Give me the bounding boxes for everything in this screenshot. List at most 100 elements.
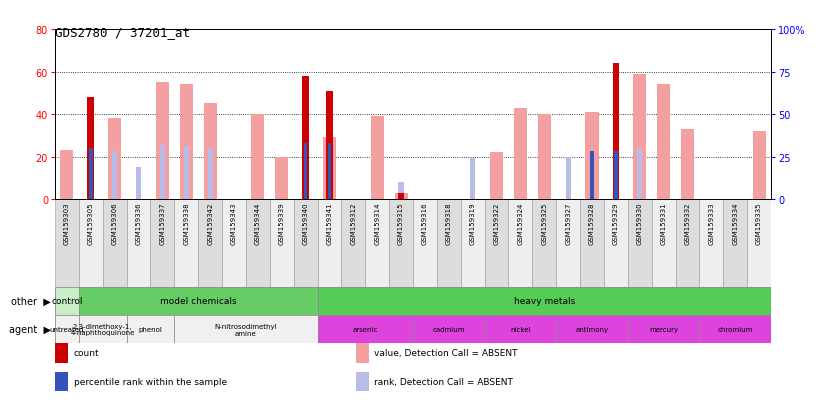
Text: model chemicals: model chemicals — [160, 297, 237, 306]
Bar — [203, 104, 217, 199]
Text: chromium: chromium — [717, 326, 753, 332]
Text: count: count — [73, 349, 100, 357]
Bar — [108, 119, 122, 199]
Bar — [633, 74, 646, 199]
Text: GSM159339: GSM159339 — [279, 202, 285, 244]
Text: other  ▶: other ▶ — [11, 296, 51, 306]
Text: GSM159331: GSM159331 — [661, 202, 667, 244]
Bar — [87, 98, 94, 199]
Bar — [538, 115, 551, 199]
Bar — [317, 199, 341, 287]
Text: untreated: untreated — [50, 326, 84, 332]
Bar — [752, 132, 765, 199]
Text: GSM159335: GSM159335 — [756, 202, 762, 244]
Bar — [326, 91, 333, 199]
Bar — [328, 144, 331, 199]
Bar — [628, 199, 652, 287]
Bar — [585, 113, 599, 199]
Text: percentile rank within the sample: percentile rank within the sample — [73, 377, 227, 386]
Bar — [79, 199, 103, 287]
Bar — [156, 83, 169, 199]
Text: cadmium: cadmium — [432, 326, 465, 332]
Text: GSM159332: GSM159332 — [685, 202, 690, 244]
Text: GSM159327: GSM159327 — [565, 202, 571, 244]
Text: GSM159303: GSM159303 — [64, 202, 70, 244]
Text: antimony: antimony — [575, 326, 609, 332]
Bar — [614, 172, 619, 199]
Text: GSM159324: GSM159324 — [517, 202, 523, 244]
Bar — [304, 144, 308, 199]
Text: N-nitrosodimethyl
amine: N-nitrosodimethyl amine — [215, 323, 277, 336]
Bar — [103, 199, 126, 287]
Text: nickel: nickel — [510, 326, 530, 332]
Bar — [532, 199, 557, 287]
Text: mercury: mercury — [649, 326, 678, 332]
Text: GSM159316: GSM159316 — [422, 202, 428, 244]
Bar — [699, 199, 723, 287]
Bar — [356, 343, 369, 363]
Bar — [302, 76, 309, 199]
Text: value, Detection Call = ABSENT: value, Detection Call = ABSENT — [375, 349, 518, 357]
Bar — [160, 145, 165, 199]
Bar — [557, 315, 628, 343]
Bar — [112, 152, 118, 199]
Text: GSM159343: GSM159343 — [231, 202, 237, 244]
Bar — [461, 199, 485, 287]
Bar — [485, 315, 557, 343]
Bar — [341, 199, 366, 287]
Bar — [79, 315, 126, 343]
Bar — [657, 85, 670, 199]
Bar — [699, 315, 771, 343]
Bar — [55, 372, 68, 391]
Text: GSM159322: GSM159322 — [494, 202, 499, 244]
Text: GSM159328: GSM159328 — [589, 202, 595, 244]
Text: GSM159342: GSM159342 — [207, 202, 213, 244]
Text: control: control — [51, 297, 82, 306]
Bar — [389, 199, 413, 287]
Text: rank, Detection Call = ABSENT: rank, Detection Call = ABSENT — [375, 377, 513, 386]
Text: GDS2780 / 37201_at: GDS2780 / 37201_at — [55, 26, 190, 39]
Bar — [398, 183, 404, 199]
Bar — [251, 115, 264, 199]
Text: GSM159325: GSM159325 — [541, 202, 548, 244]
Bar — [747, 199, 771, 287]
Text: GSM159338: GSM159338 — [184, 202, 189, 244]
Bar — [470, 159, 475, 199]
Text: GSM159314: GSM159314 — [375, 202, 380, 244]
Text: GSM159319: GSM159319 — [470, 202, 476, 244]
Bar — [175, 199, 198, 287]
Bar — [55, 343, 68, 363]
Bar — [55, 287, 79, 315]
Bar — [79, 287, 317, 315]
Bar — [356, 372, 369, 391]
Bar — [198, 199, 222, 287]
Bar — [175, 315, 317, 343]
Text: GSM159336: GSM159336 — [135, 202, 141, 244]
Bar — [394, 193, 408, 199]
Bar — [275, 157, 288, 199]
Text: GSM159312: GSM159312 — [350, 202, 357, 244]
Bar — [557, 199, 580, 287]
Bar — [317, 287, 771, 315]
Bar — [184, 147, 188, 199]
Bar — [614, 152, 618, 199]
Bar — [323, 138, 336, 199]
Bar — [652, 199, 676, 287]
Bar — [246, 199, 270, 287]
Bar — [294, 199, 317, 287]
Text: GSM159318: GSM159318 — [446, 202, 452, 244]
Bar — [150, 199, 175, 287]
Text: GSM159344: GSM159344 — [255, 202, 261, 244]
Bar — [490, 153, 503, 199]
Bar — [604, 199, 628, 287]
Bar — [590, 152, 594, 199]
Text: GSM159334: GSM159334 — [732, 202, 738, 244]
Bar — [55, 199, 79, 287]
Bar — [397, 193, 405, 199]
Bar — [55, 315, 79, 343]
Bar — [370, 117, 384, 199]
Bar — [413, 199, 437, 287]
Bar — [485, 199, 508, 287]
Bar — [565, 157, 570, 199]
Text: GSM159330: GSM159330 — [636, 202, 643, 244]
